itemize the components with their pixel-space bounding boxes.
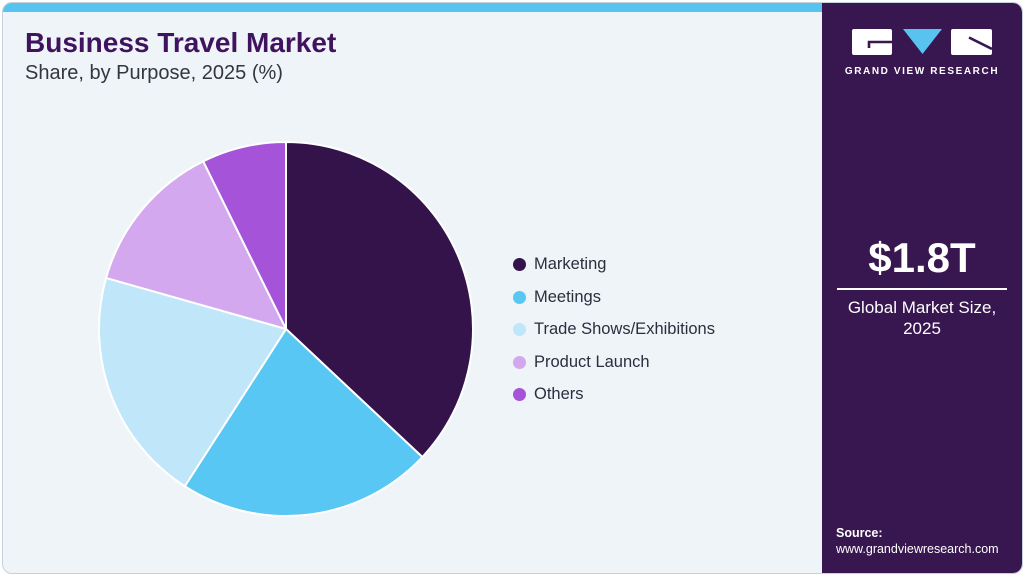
legend-item-label: Product Launch (534, 352, 650, 371)
legend-item-label: Meetings (534, 287, 601, 306)
legend-item: Product Launch (513, 353, 715, 372)
pie-slice-others (202, 141, 287, 330)
legend-item-label: Marketing (534, 255, 607, 273)
pie-slice-marketing (285, 141, 474, 459)
page-subtitle: Share, by Purpose, 2025 (%) (25, 62, 283, 84)
logo-r-block (951, 29, 992, 55)
legend-item: Trade Shows/Exhibitions (513, 320, 715, 339)
market-size-divider (837, 288, 1007, 291)
legend-swatch-icon (513, 388, 526, 401)
brand-wordmark: GRAND VIEW RESEARCH (844, 66, 1000, 77)
market-size-label-line2: 2025 (903, 319, 941, 339)
pie-chart-svg (98, 141, 474, 517)
legend-swatch-icon (513, 355, 526, 369)
gvr-logo-icon (852, 29, 993, 55)
sidebar: GRAND VIEW RESEARCH $1.8T Global Market … (822, 3, 1022, 573)
market-size-label: Global Market Size, 2025 (822, 297, 1022, 339)
market-size-callout: $1.8T Global Market Size, 2025 (822, 234, 1022, 339)
legend: Marketing Meetings Trade Shows/Exhibitions… (513, 255, 715, 404)
pie-chart (97, 140, 475, 518)
pie-slice-trade-shows-exhibitions (98, 276, 287, 488)
logo-v-triangle-icon (903, 29, 942, 54)
logo-g-notch (867, 40, 892, 48)
legend-swatch-icon (513, 323, 526, 336)
logo-r-notch (968, 36, 993, 51)
market-size-value: $1.8T (868, 234, 976, 281)
legend-item: Meetings (513, 288, 715, 307)
source-label: Source: (836, 526, 883, 540)
legend-item-label: Others (534, 385, 584, 403)
market-size-label-line1: Global Market Size, (847, 298, 997, 318)
pie-slice-product-launch (105, 160, 287, 330)
legend-swatch-icon (513, 258, 526, 271)
legend-item-label: Trade Shows/Exhibitions (534, 320, 715, 338)
pie-slice-meetings (183, 328, 424, 517)
top-accent-bar (3, 3, 823, 12)
page-title: Business Travel Market (25, 27, 337, 58)
legend-swatch-icon (513, 290, 526, 304)
brand-logo: GRAND VIEW RESEARCH (822, 29, 1022, 77)
legend-item: Others (513, 385, 715, 404)
source-url: www.grandviewresearch.com (836, 542, 999, 556)
legend-item: Marketing (513, 255, 715, 274)
source-attribution: Source: www.grandviewresearch.com (836, 525, 999, 557)
